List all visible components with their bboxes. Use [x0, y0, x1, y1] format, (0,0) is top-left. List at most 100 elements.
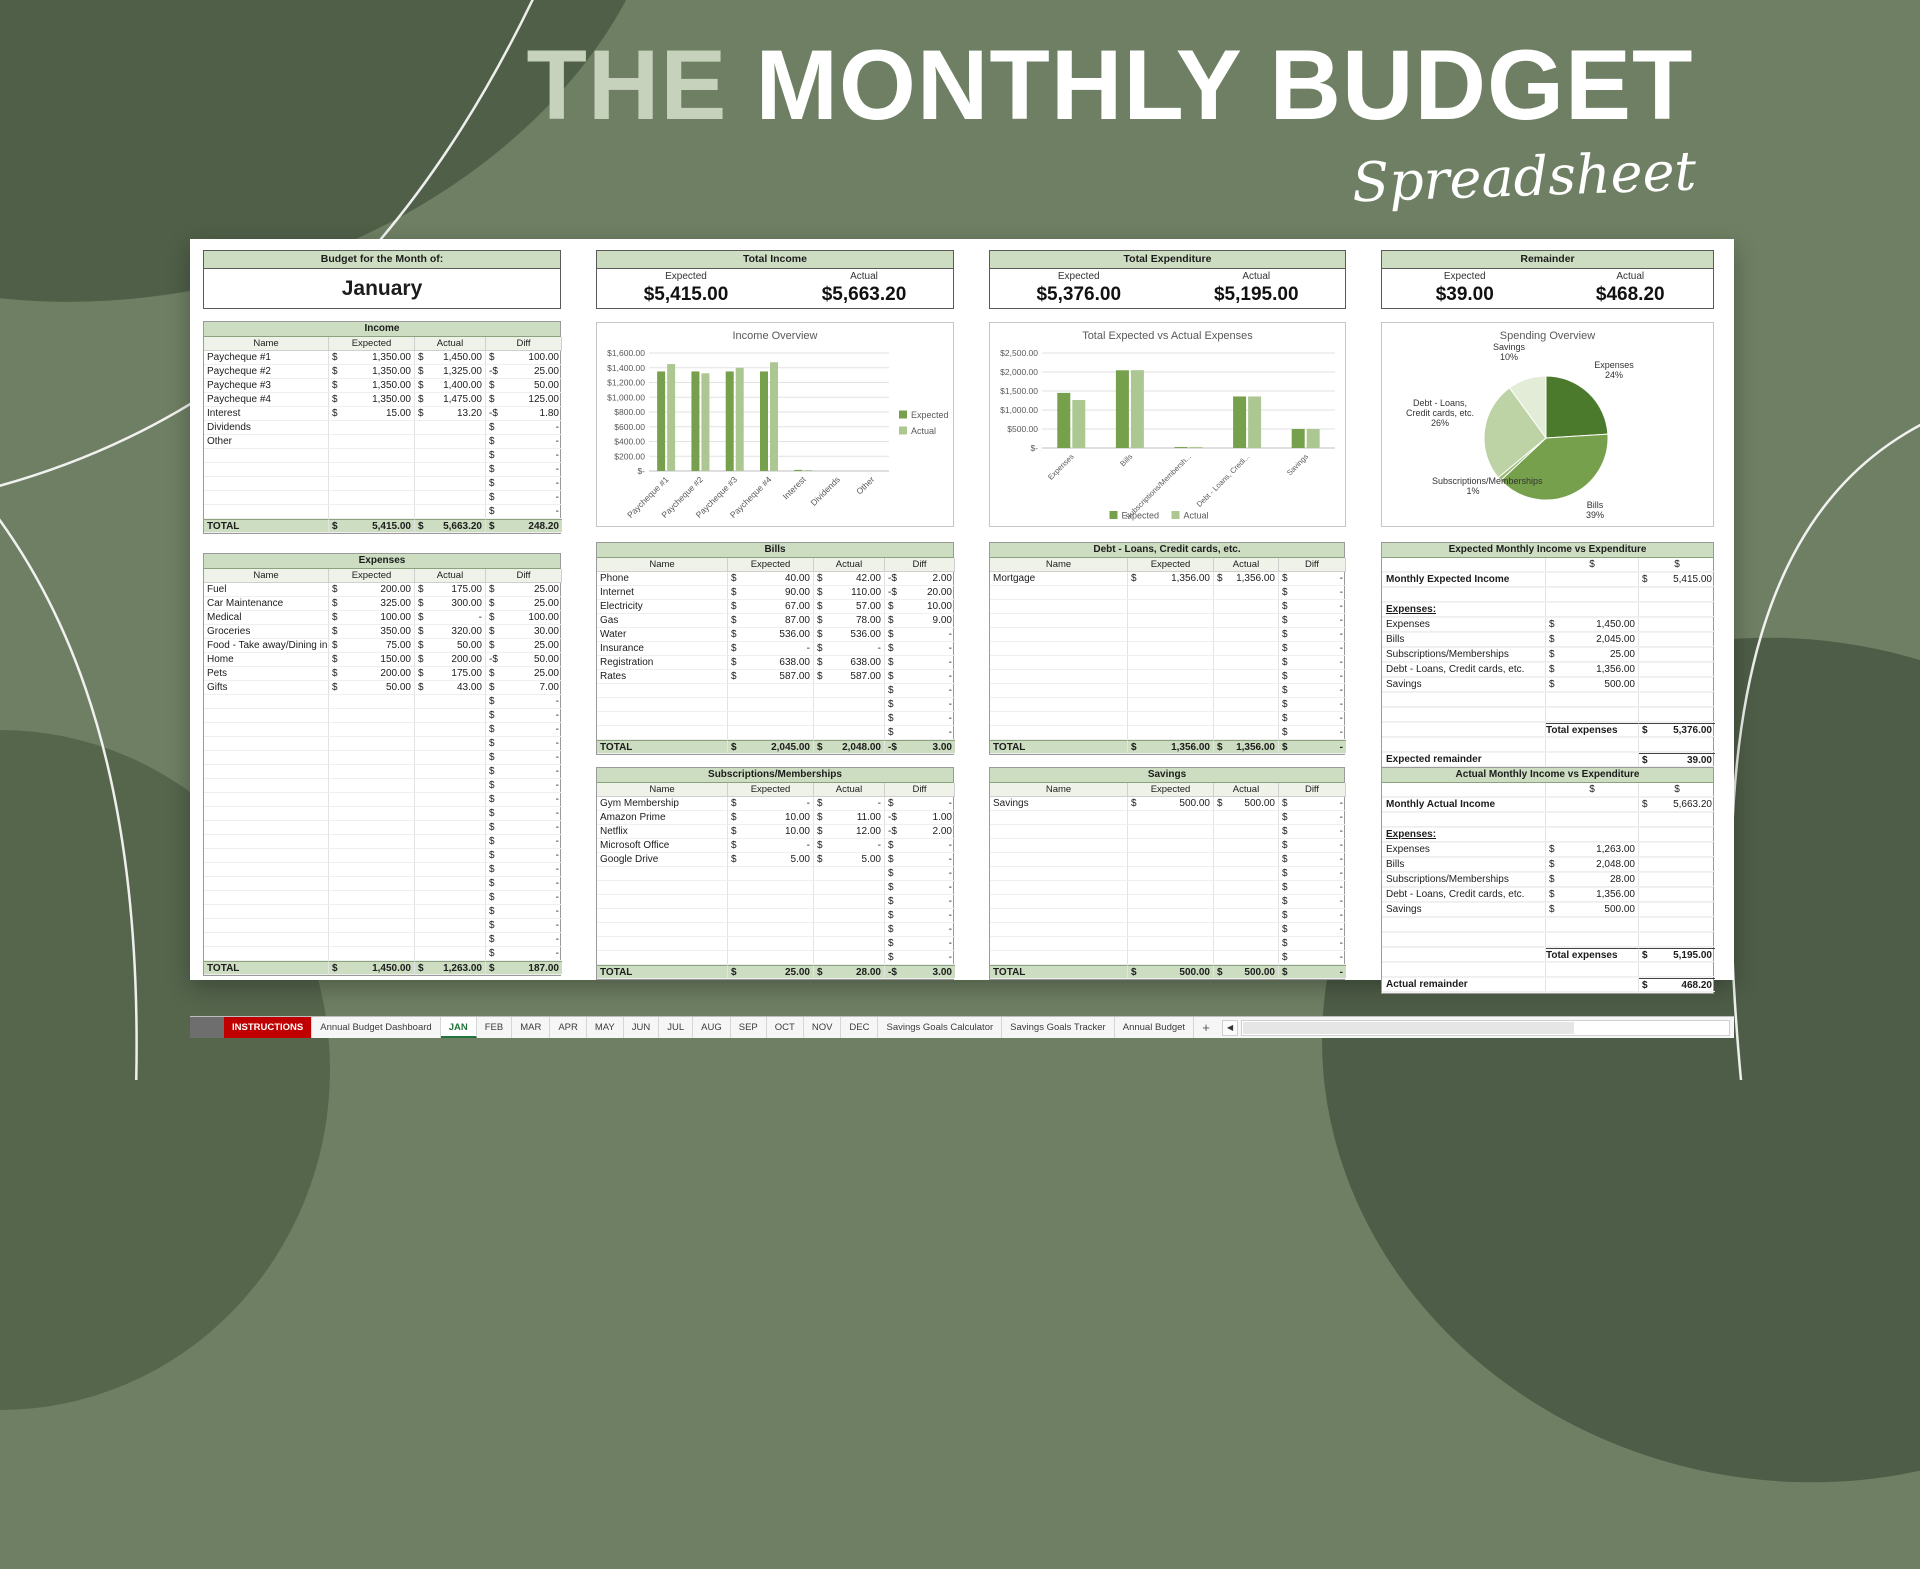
- cell[interactable]: Subscriptions/Memberships: [1382, 873, 1546, 887]
- cell[interactable]: [204, 793, 329, 807]
- cell[interactable]: $ -: [1279, 951, 1346, 965]
- cell[interactable]: [597, 698, 728, 712]
- cell[interactable]: [728, 726, 814, 740]
- total-expenditure-actual[interactable]: $5,195.00: [1213, 284, 1299, 305]
- cell[interactable]: Expenses: [1382, 618, 1546, 632]
- cell[interactable]: [1128, 867, 1214, 881]
- cell[interactable]: [415, 435, 486, 449]
- cell[interactable]: [1214, 726, 1279, 740]
- table-title[interactable]: Subscriptions/Memberships: [597, 768, 953, 783]
- cell[interactable]: [204, 905, 329, 919]
- cell[interactable]: [329, 919, 415, 933]
- cell[interactable]: [1128, 839, 1214, 853]
- cell[interactable]: Medical: [204, 611, 329, 625]
- cell[interactable]: Amazon Prime: [597, 811, 728, 825]
- cell[interactable]: [597, 937, 728, 951]
- cell[interactable]: [814, 698, 885, 712]
- cell[interactable]: $ -: [885, 670, 955, 684]
- sheet-tab-annual-budget[interactable]: Annual Budget: [1115, 1017, 1195, 1038]
- cell[interactable]: [990, 586, 1128, 600]
- cell[interactable]: $5.00: [814, 853, 885, 867]
- cell[interactable]: [1214, 909, 1279, 923]
- cell[interactable]: [990, 867, 1128, 881]
- cell[interactable]: [1128, 951, 1214, 965]
- cell[interactable]: [990, 923, 1128, 937]
- cell[interactable]: $ -: [1279, 698, 1346, 712]
- cell[interactable]: [415, 477, 486, 491]
- cell[interactable]: [1214, 839, 1279, 853]
- cell[interactable]: $5,415.00: [1639, 573, 1715, 587]
- cell[interactable]: [415, 751, 486, 765]
- cell[interactable]: [329, 505, 415, 519]
- cell[interactable]: $ -: [885, 839, 955, 853]
- cell[interactable]: $ -: [1279, 825, 1346, 839]
- cell[interactable]: $ -: [1279, 909, 1346, 923]
- sheet-tab-nov[interactable]: NOV: [804, 1017, 842, 1038]
- cell[interactable]: [1639, 813, 1715, 827]
- cell[interactable]: $57.00: [814, 600, 885, 614]
- month-value[interactable]: January: [341, 277, 423, 300]
- cell[interactable]: $ -: [486, 709, 562, 723]
- cell[interactable]: [814, 951, 885, 965]
- cell[interactable]: Fuel: [204, 583, 329, 597]
- table-title[interactable]: Income: [204, 322, 560, 337]
- column-header[interactable]: Name: [597, 558, 728, 572]
- cell[interactable]: [1214, 600, 1279, 614]
- cell[interactable]: [415, 421, 486, 435]
- cell[interactable]: [329, 947, 415, 961]
- cell[interactable]: [204, 477, 329, 491]
- cell[interactable]: [990, 937, 1128, 951]
- cell[interactable]: Expenses:: [1382, 828, 1546, 842]
- cell[interactable]: $638.00: [814, 656, 885, 670]
- summary-title[interactable]: Expected Monthly Income vs Expenditure: [1382, 543, 1713, 558]
- cell[interactable]: [728, 881, 814, 895]
- cell[interactable]: $12.00: [814, 825, 885, 839]
- cell[interactable]: [1382, 558, 1546, 572]
- cell[interactable]: $ -: [1279, 628, 1346, 642]
- cell[interactable]: $ -: [486, 891, 562, 905]
- cell[interactable]: [597, 909, 728, 923]
- cell[interactable]: Interest: [204, 407, 329, 421]
- cell[interactable]: [329, 709, 415, 723]
- sheet-tab-savings-goals-tracker[interactable]: Savings Goals Tracker: [1002, 1017, 1115, 1038]
- cell[interactable]: $1,350.00: [329, 379, 415, 393]
- cell[interactable]: [1546, 693, 1639, 707]
- total-expenditure-header[interactable]: Total Expenditure: [990, 251, 1345, 269]
- cell[interactable]: [1546, 918, 1639, 932]
- cell[interactable]: [415, 863, 486, 877]
- cell[interactable]: [415, 491, 486, 505]
- sheet-tab-may[interactable]: MAY: [587, 1017, 624, 1038]
- column-header[interactable]: Name: [597, 783, 728, 797]
- cell[interactable]: $ -: [486, 723, 562, 737]
- cell[interactable]: [814, 895, 885, 909]
- cell[interactable]: $ -: [1279, 684, 1346, 698]
- cell[interactable]: $7.00: [486, 681, 562, 695]
- cell[interactable]: Pets: [204, 667, 329, 681]
- cell[interactable]: Monthly Expected Income: [1382, 573, 1546, 587]
- cell[interactable]: $78.00: [814, 614, 885, 628]
- cell[interactable]: [728, 909, 814, 923]
- cell[interactable]: $100.00: [486, 611, 562, 625]
- cell[interactable]: [329, 877, 415, 891]
- horizontal-scrollbar[interactable]: ◀: [1218, 1017, 1734, 1038]
- expected-vs-actual-expenses-chart[interactable]: Total Expected vs Actual Expenses $- $500.…: [989, 322, 1346, 527]
- sheet-tab-apr[interactable]: APR: [550, 1017, 587, 1038]
- cell[interactable]: $ -: [1279, 572, 1346, 586]
- cell[interactable]: -$ 25.00: [486, 365, 562, 379]
- cell[interactable]: $500.00: [1546, 678, 1639, 692]
- cell[interactable]: $1,356.00: [1214, 740, 1279, 754]
- cell[interactable]: $1,263.00: [415, 961, 486, 975]
- total-expenditure-expected[interactable]: $5,376.00: [1036, 284, 1122, 305]
- cell[interactable]: $42.00: [814, 572, 885, 586]
- cell[interactable]: [1214, 586, 1279, 600]
- cell[interactable]: [1214, 684, 1279, 698]
- cell[interactable]: $ -: [885, 726, 955, 740]
- cell[interactable]: $ -: [1279, 656, 1346, 670]
- cell[interactable]: [1128, 600, 1214, 614]
- cell[interactable]: $587.00: [814, 670, 885, 684]
- cell[interactable]: $10.00: [728, 825, 814, 839]
- column-header[interactable]: Actual: [1214, 558, 1279, 572]
- cell[interactable]: [415, 933, 486, 947]
- cell[interactable]: $ -: [1279, 839, 1346, 853]
- cell[interactable]: Bills: [1382, 858, 1546, 872]
